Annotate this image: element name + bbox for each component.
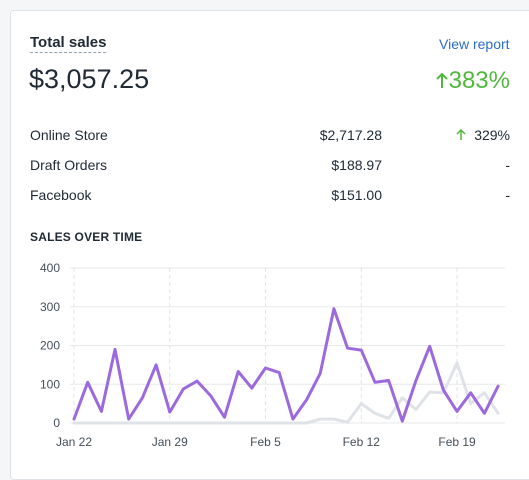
- view-report-link[interactable]: View report: [439, 36, 510, 52]
- total-change: 383%: [435, 67, 510, 95]
- cell-text: $2,717.28: [319, 127, 382, 143]
- cell-text: Draft Orders: [30, 157, 108, 173]
- chart-title: SALES OVER TIME: [30, 230, 143, 244]
- cell-text: 329%: [474, 127, 510, 143]
- change: 329%: [456, 127, 510, 143]
- y-tick-label: 0: [53, 416, 60, 430]
- table-row: Draft Orders $188.97 -: [30, 157, 510, 177]
- chart: 0 100 200 300 400 Jan 22 Jan 29 Feb 5 Feb 12 Feb …: [40, 261, 505, 449]
- change: -: [505, 157, 510, 173]
- series-line: [72, 361, 500, 425]
- cell-text: $151.00: [331, 187, 382, 203]
- y-tick-label: 400: [40, 261, 60, 275]
- y-tick-label: 200: [40, 339, 60, 353]
- x-tick-label: Jan 29: [152, 435, 188, 449]
- page: {"header": {"title": "Total sales", "lin…: [10, 10, 529, 480]
- channel: Facebook: [30, 187, 91, 203]
- total-value: $3,057.25: [29, 64, 150, 94]
- cell-text: Online Store: [30, 127, 108, 143]
- amount: $188.97: [331, 157, 382, 173]
- cell-text: $188.97: [331, 157, 382, 173]
- channel: Draft Orders: [30, 157, 107, 173]
- amount: $2,717.28: [320, 127, 382, 143]
- cell-text: Facebook: [30, 187, 92, 203]
- y-tick-label: 100: [40, 377, 60, 391]
- x-tick-label: Feb 19: [438, 435, 476, 449]
- x-tick-label: Feb 5: [250, 435, 281, 449]
- x-tick-label: Feb 12: [343, 435, 381, 449]
- up-arrow: [456, 129, 466, 140]
- table-row: Online Store $2,717.28 329%: [30, 127, 510, 147]
- x-tick-label: Jan 22: [56, 435, 92, 449]
- change: -: [505, 187, 510, 203]
- change-text: 383%: [448, 67, 510, 94]
- y-tick-label: 300: [40, 300, 60, 314]
- up-arrow: [435, 72, 448, 88]
- channel: Online Store: [30, 127, 108, 143]
- table-row: Facebook $151.00 -: [30, 187, 510, 207]
- amount: $151.00: [331, 187, 382, 203]
- series-line: [72, 307, 500, 423]
- cell-text: -: [505, 187, 510, 203]
- card-title: Total sales: [30, 34, 107, 53]
- cell-text: -: [505, 157, 510, 173]
